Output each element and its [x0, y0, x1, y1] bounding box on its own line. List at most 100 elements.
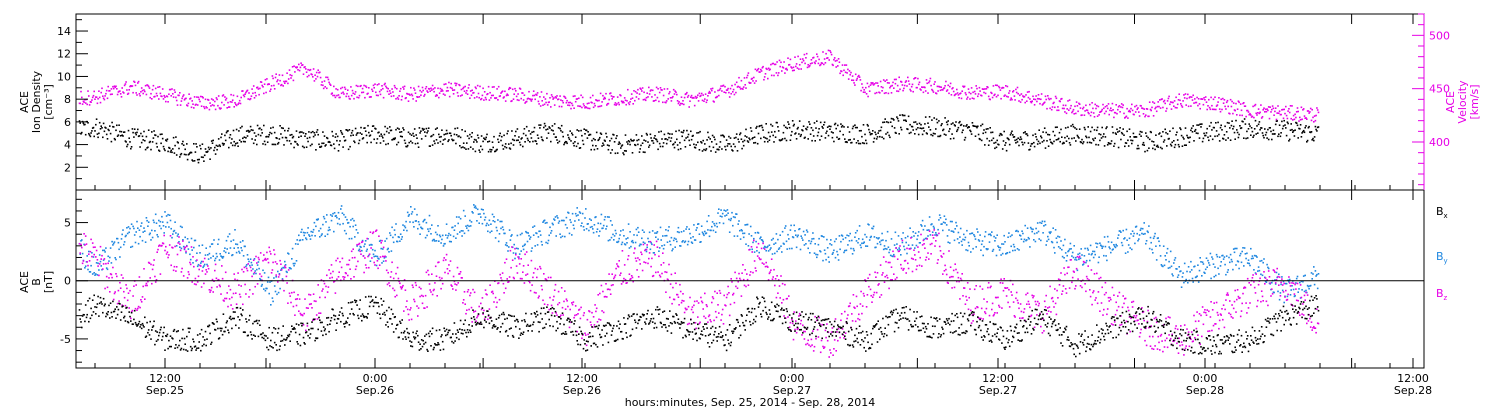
by-point: [343, 213, 345, 216]
by-point: [795, 234, 797, 236]
bz-point: [179, 249, 182, 252]
ion-density-point: [595, 145, 597, 147]
velocity-point: [966, 96, 969, 99]
velocity-point: [378, 90, 381, 93]
ion-density-point: [264, 143, 267, 146]
by-point: [1109, 247, 1111, 250]
velocity-point: [1266, 108, 1268, 110]
velocity-point: [1165, 110, 1167, 112]
ion-density-point: [1008, 143, 1011, 146]
by-point: [358, 248, 361, 251]
by-point: [768, 244, 771, 246]
by-point: [591, 225, 593, 228]
velocity-point: [217, 95, 220, 97]
velocity-point: [1013, 95, 1016, 97]
ion-density-point: [168, 147, 171, 149]
by-point: [123, 241, 126, 243]
ion-density-point: [1017, 137, 1019, 139]
ion-density-point: [452, 139, 455, 141]
by-point: [214, 259, 216, 262]
velocity-point: [411, 94, 414, 97]
by-point: [1260, 259, 1263, 262]
ion-density-point: [1144, 150, 1146, 153]
by-point: [571, 212, 574, 215]
velocity-point: [151, 88, 154, 91]
velocity-point: [979, 90, 981, 92]
by-point: [154, 230, 156, 232]
ion-density-point: [1313, 136, 1316, 138]
by-point: [781, 230, 784, 233]
ion-density-point: [919, 127, 921, 129]
ion-density-point: [288, 140, 291, 142]
by-point: [550, 230, 553, 232]
ion-density-point: [764, 137, 767, 139]
ion-density-point: [754, 141, 757, 144]
ion-density-point: [289, 134, 291, 136]
ion-density-point: [769, 135, 771, 138]
by-point: [1136, 232, 1138, 235]
ion-density-point: [502, 148, 505, 150]
by-point: [599, 230, 601, 233]
ion-density-point: [525, 134, 527, 137]
by-point: [96, 274, 99, 276]
ion-density-point: [511, 130, 513, 132]
velocity-point: [284, 82, 286, 84]
by-point: [1058, 236, 1061, 238]
ion-density-point: [384, 125, 386, 128]
velocity-point: [869, 84, 872, 86]
ion-density-point: [715, 143, 718, 145]
velocity-point: [620, 100, 623, 102]
ion-density-point: [533, 126, 536, 129]
velocity-point: [337, 94, 340, 96]
ion-density-point: [1187, 137, 1190, 139]
ion-density-point: [1253, 128, 1256, 130]
ion-density-point: [407, 131, 410, 134]
velocity-point: [686, 91, 688, 94]
ion-density-point: [214, 153, 217, 155]
ion-density-point: [882, 121, 884, 124]
by-point: [418, 223, 421, 226]
velocity-point: [410, 93, 413, 96]
by-point: [365, 250, 368, 252]
velocity-point: [409, 94, 411, 96]
velocity-point: [378, 83, 380, 85]
by-point: [267, 276, 270, 279]
velocity-point: [1315, 114, 1317, 117]
ion-density-point: [735, 136, 737, 139]
by-point: [1155, 259, 1158, 261]
by-point: [1013, 246, 1016, 248]
ion-density-point: [1063, 142, 1065, 144]
by-point: [259, 278, 262, 281]
by-point: [552, 223, 554, 226]
by-point: [807, 247, 809, 250]
velocity-point: [567, 104, 569, 106]
ion-density-point: [1258, 121, 1261, 123]
ion-density-point: [1089, 130, 1092, 133]
velocity-point: [347, 95, 350, 98]
velocity-point: [309, 68, 312, 71]
velocity-point: [178, 94, 180, 97]
velocity-point: [638, 93, 641, 95]
velocity-point: [885, 92, 887, 94]
bz-point: [215, 277, 218, 280]
ion-density-point: [911, 125, 914, 128]
by-point: [1265, 281, 1268, 283]
velocity-point: [1170, 108, 1173, 110]
ion-density-point: [679, 141, 681, 144]
by-point: [95, 273, 97, 275]
ion-density-point: [380, 133, 382, 135]
bz-point: [137, 307, 139, 310]
ion-density-point: [473, 138, 476, 141]
by-point: [330, 219, 333, 222]
ion-density-point: [590, 148, 592, 151]
by-point: [693, 224, 695, 226]
ion-density-point: [347, 130, 349, 132]
velocity-point: [1276, 112, 1278, 114]
ion-density-point: [656, 140, 659, 143]
ion-density-point: [1018, 144, 1020, 147]
velocity-point: [665, 101, 667, 104]
by-point: [994, 237, 997, 239]
ion-density-point: [1156, 144, 1159, 147]
ion-density-point: [522, 132, 525, 135]
ion-density-point: [106, 138, 109, 140]
